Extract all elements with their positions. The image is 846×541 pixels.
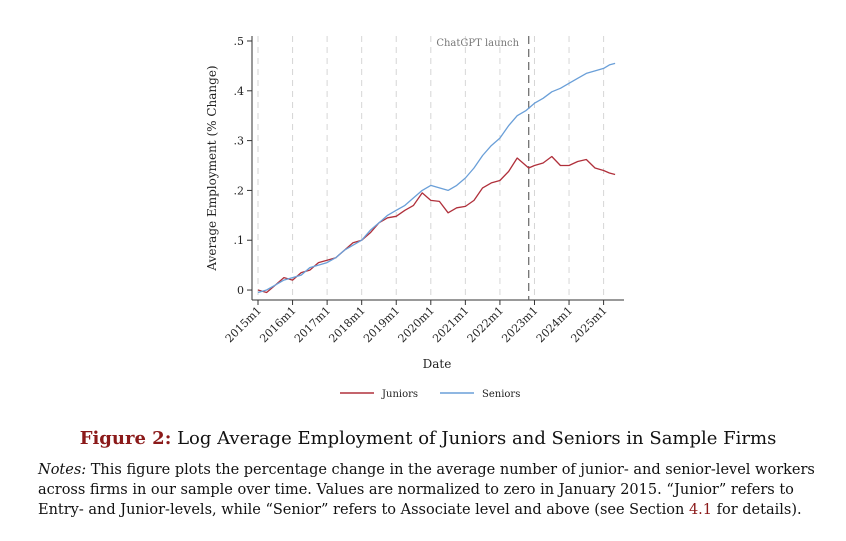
axes	[251, 36, 624, 301]
figure-notes: Notes: This figure plots the percentage …	[38, 460, 818, 520]
legend-label-juniors: Juniors	[381, 389, 418, 400]
x-tick-label: 2017m1	[292, 304, 333, 345]
x-tick-label: 2015m1	[223, 304, 264, 345]
series-line-juniors	[257, 155, 616, 294]
y-tick-label: .3	[234, 135, 245, 148]
notes-text-end: for details).	[712, 502, 802, 518]
notes-label: Notes:	[38, 462, 87, 478]
x-ticks: 2015m12016m12017m12018m12019m12020m12021…	[223, 300, 610, 345]
x-axis-title: Date	[423, 357, 452, 371]
section-ref-link[interactable]: 4.1	[688, 502, 713, 518]
y-tick-label: .2	[234, 184, 245, 197]
series-line-seniors	[257, 62, 616, 294]
x-tick-label: 2025m1	[568, 304, 609, 345]
y-tick-label: .1	[234, 234, 245, 247]
x-tick-label: 2023m1	[499, 304, 540, 345]
grid	[257, 36, 605, 300]
figure-title: Figure 2: Log Average Employment of Juni…	[38, 428, 818, 449]
y-tick-label: .4	[234, 85, 245, 98]
legend: Juniors Seniors	[340, 389, 520, 400]
y-tick-label: 0	[237, 284, 244, 297]
x-tick-label: 2019m1	[361, 304, 402, 345]
y-ticks: 0 .1 .2 .3 .4 .5	[234, 35, 252, 297]
x-tick-label: 2022m1	[465, 304, 506, 345]
chart: 0 .1 .2 .3 .4 .5 2015m12016m12017m12018m12019…	[205, 35, 624, 400]
x-tick-label: 2024m1	[534, 304, 575, 345]
notes-text: This figure plots the percentage change …	[38, 462, 815, 518]
y-tick-label: .5	[234, 35, 245, 48]
x-tick-label: 2020m1	[396, 304, 437, 345]
x-tick-label: 2021m1	[430, 304, 471, 345]
figure-label: Figure 2:	[79, 428, 172, 449]
x-tick-label: 2018m1	[326, 304, 367, 345]
chatgpt-launch-label: ChatGPT launch	[436, 38, 519, 49]
series	[257, 62, 616, 294]
x-tick-label: 2016m1	[257, 304, 298, 345]
legend-label-seniors: Seniors	[482, 389, 520, 400]
figure-title-text: Log Average Employment of Juniors and Se…	[177, 428, 777, 449]
y-axis-title: Average Employment (% Change)	[205, 65, 219, 271]
